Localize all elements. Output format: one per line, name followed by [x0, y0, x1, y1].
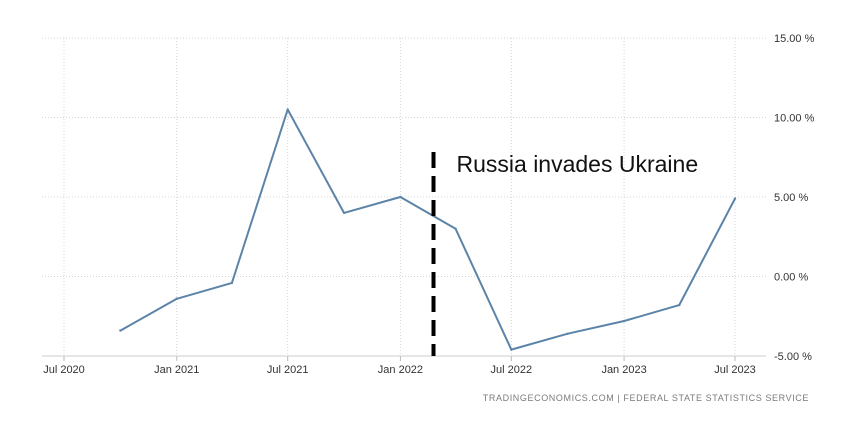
data-point: [342, 211, 346, 215]
data-point: [510, 348, 513, 351]
data-point: [175, 297, 178, 300]
data-point: [678, 303, 681, 307]
data-point: [733, 197, 737, 200]
y-axis-ticks: -5.00 % 0.00 % 5.00 % 10.00 % 15.00 %: [774, 33, 815, 363]
y-tick-label: 0.00 %: [774, 272, 808, 284]
series-line: [119, 108, 736, 351]
annotations: Russia invades Ukraine: [431, 151, 699, 356]
series-lines: [119, 108, 737, 351]
grid-lines: [42, 37, 766, 361]
x-tick-label: Jan 2021: [154, 364, 199, 376]
data-point: [286, 108, 289, 111]
y-tick-label: 10.00 %: [774, 113, 815, 125]
x-axis-ticks: Jul 2020 Jan 2021 Jul 2021 Jan 2022 Jul 2022…: [43, 364, 756, 376]
source-credit: TRADINGECONOMICS.COM | FEDERAL STATE STA…: [482, 393, 809, 403]
y-tick-label: -5.00 %: [774, 351, 812, 363]
data-point: [230, 281, 234, 285]
y-tick-label: 15.00 %: [774, 33, 815, 45]
data-point: [566, 332, 569, 335]
x-tick-label: Jul 2022: [491, 364, 533, 376]
x-tick-label: Jan 2022: [378, 364, 423, 376]
x-tick-label: Jul 2020: [43, 364, 85, 376]
data-point: [119, 329, 122, 332]
x-tick-label: Jul 2023: [714, 364, 756, 376]
y-tick-label: 5.00 %: [774, 192, 808, 204]
data-point: [622, 319, 626, 323]
data-point: [399, 195, 402, 199]
data-point: [454, 227, 457, 230]
annotation-label: Russia invades Ukraine: [457, 151, 699, 177]
x-tick-label: Jul 2021: [267, 364, 309, 376]
x-tick-label: Jan 2023: [601, 364, 646, 376]
